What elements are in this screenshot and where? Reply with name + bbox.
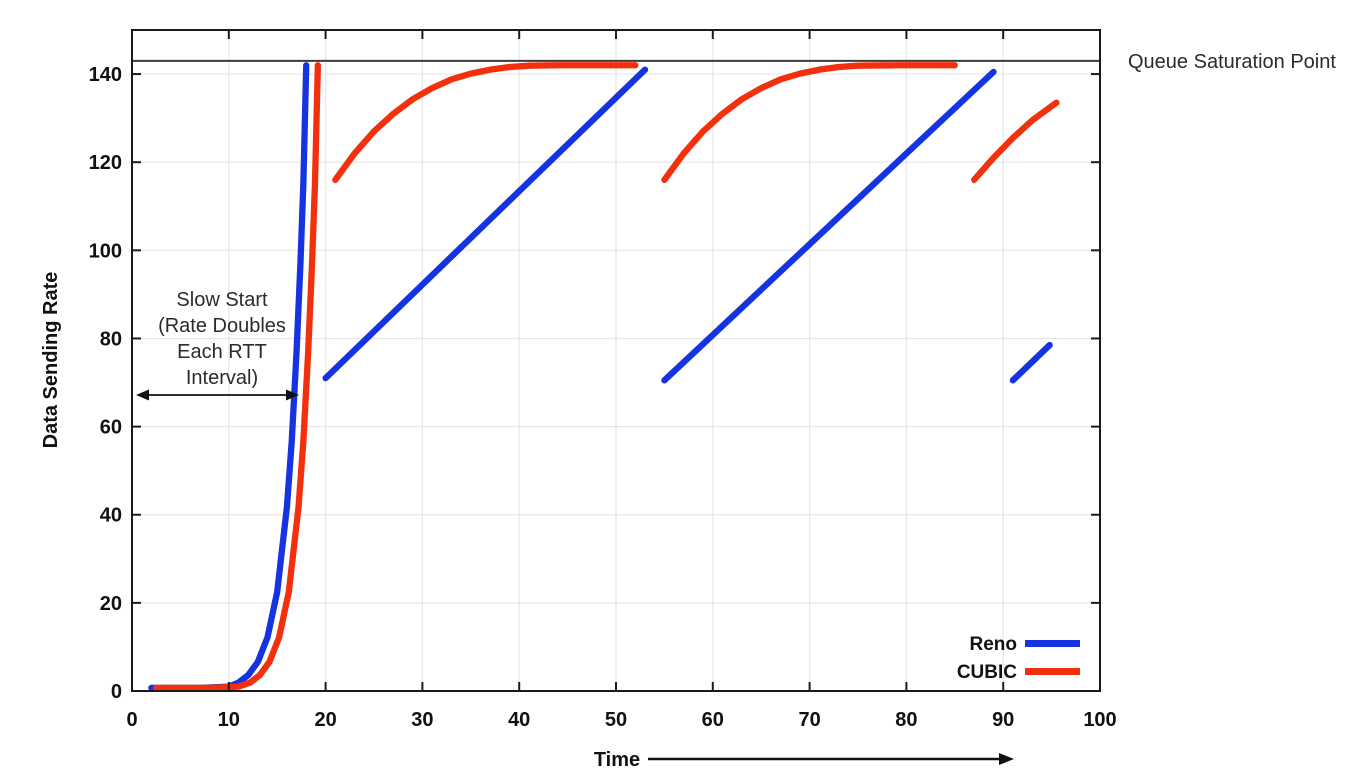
x-tick-labels: 0 10 20 30 40 50 60 70 80 90 100 [126,709,1116,731]
x-tick-label: 0 [126,709,137,731]
axis-ticks [131,30,1101,692]
x-tick-label: 90 [992,709,1014,731]
reno-line-segment-2 [322,66,649,382]
legend-swatch-reno [1025,640,1080,647]
x-tick-label: 100 [1083,709,1116,731]
slow-start-range-arrow [136,389,299,401]
x-tick-label: 10 [218,709,240,731]
x-tick-label: 40 [508,709,530,731]
cubic-line-segment-3 [661,62,958,183]
slow-start-line-2: (Rate Doubles [158,315,286,337]
chart-series [148,62,1060,692]
y-tick-label: 0 [111,681,122,703]
arrowhead-right-icon [286,389,299,401]
cubic-line-segment-2 [332,62,639,183]
y-tick-label: 140 [89,64,122,86]
slow-start-line-4: Interval) [186,367,258,389]
x-tick-label: 60 [702,709,724,731]
reno-line-segment-4 [1009,341,1053,384]
slow-start-line-1: Slow Start [176,289,268,311]
legend-label-cubic: CUBIC [957,662,1017,683]
legend: Reno CUBIC [957,634,1080,683]
arrowhead-left-icon [136,389,149,401]
legend-swatch-cubic [1025,668,1080,675]
x-tick-label: 80 [895,709,917,731]
y-axis-title: Data Sending Rate [40,272,62,449]
y-tick-label: 120 [89,152,122,174]
cubic-line-segment-1 [153,62,322,692]
x-tick-label: 50 [605,709,627,731]
cubic-line-segment-4 [971,99,1060,183]
queue-saturation-label: Queue Saturation Point [1128,51,1336,73]
slow-start-line-3: Each RTT [177,341,267,363]
x-tick-label: 70 [798,709,820,731]
legend-label-reno: Reno [970,634,1018,655]
y-tick-label: 60 [100,417,122,439]
y-tick-labels: 0 20 40 60 80 100 120 140 [89,64,122,703]
reno-line-segment-3 [661,68,997,384]
x-tick-label: 30 [411,709,433,731]
y-tick-label: 40 [100,505,122,527]
arrowhead-right-icon [999,753,1014,765]
slow-start-annotation: Slow Start (Rate Doubles Each RTT Interv… [136,289,299,401]
x-tick-label: 20 [314,709,336,731]
y-tick-label: 100 [89,240,122,262]
y-tick-label: 20 [100,593,122,615]
x-axis-title: Time [594,749,640,771]
time-axis-arrow [648,753,1014,765]
y-tick-label: 80 [100,328,122,350]
